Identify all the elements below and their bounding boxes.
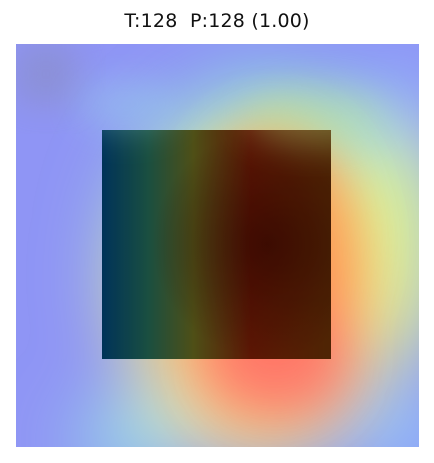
figure-title: T:128 P:128 (1.00) [124, 10, 310, 32]
heatmap-overlay-image [16, 44, 419, 447]
dark-square-object [102, 130, 331, 359]
heatmap-svg [16, 44, 419, 447]
